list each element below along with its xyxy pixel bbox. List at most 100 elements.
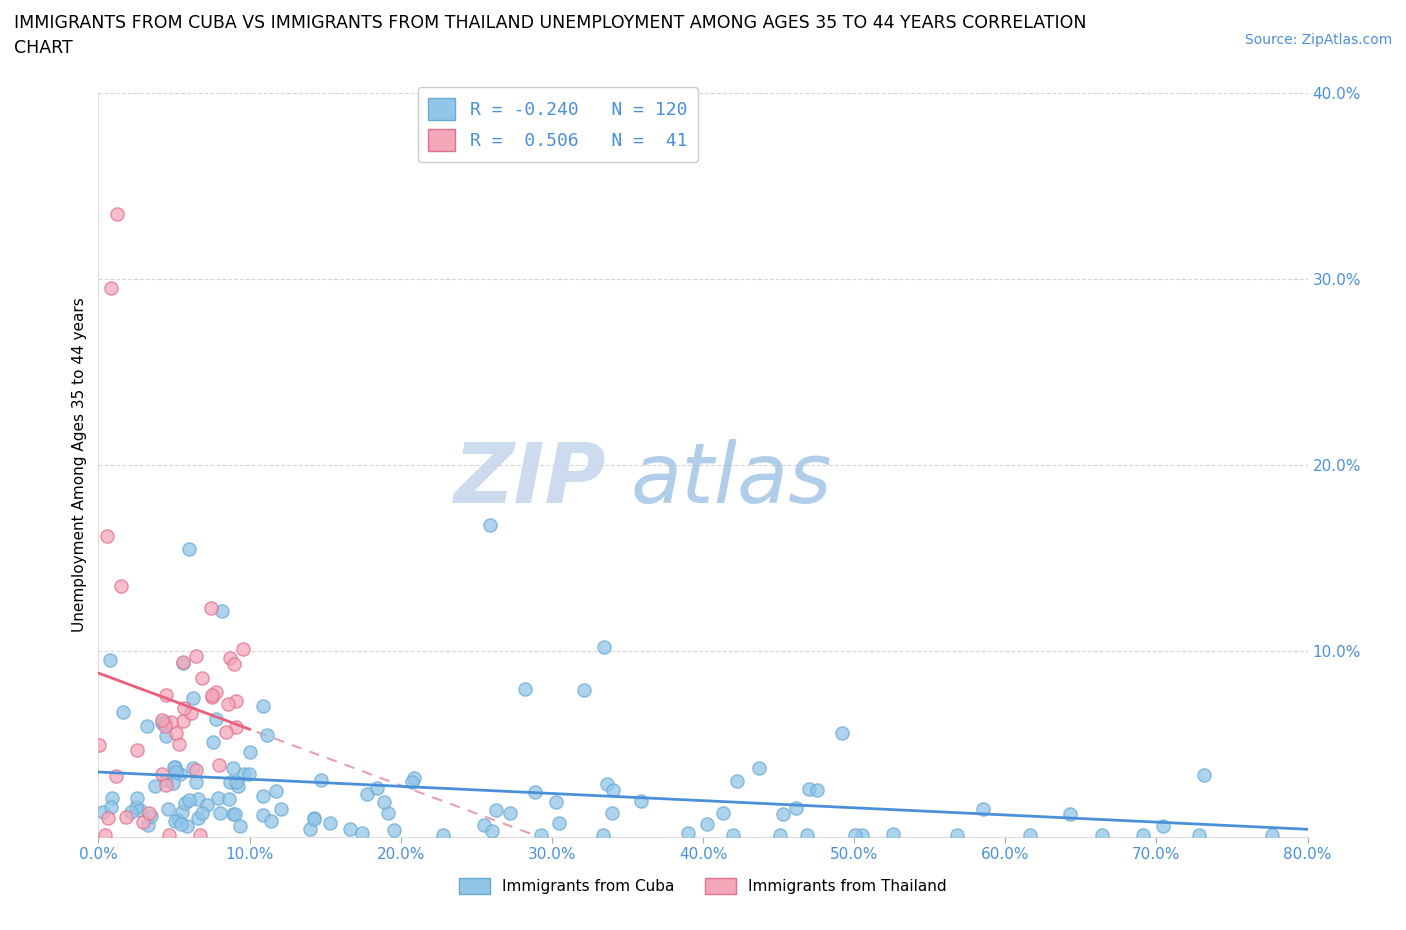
Point xyxy=(696,817,718,831)
Point xyxy=(219,651,242,666)
Point xyxy=(217,697,239,711)
Point xyxy=(187,791,209,806)
Point xyxy=(101,791,124,806)
Point xyxy=(524,784,547,799)
Point xyxy=(401,775,423,790)
Point xyxy=(179,541,201,556)
Point xyxy=(104,768,127,783)
Point xyxy=(630,793,652,808)
Point xyxy=(481,824,503,839)
Point xyxy=(252,789,274,804)
Point xyxy=(124,799,146,814)
Point xyxy=(366,780,388,795)
Point xyxy=(485,803,508,817)
Point xyxy=(91,804,114,819)
Point xyxy=(100,653,122,668)
Point xyxy=(226,778,249,793)
Y-axis label: Unemployment Among Ages 35 to 44 years: Unemployment Among Ages 35 to 44 years xyxy=(72,298,87,632)
Point xyxy=(155,773,177,788)
Point xyxy=(515,681,537,696)
Point xyxy=(163,760,186,775)
Point xyxy=(252,807,274,822)
Point xyxy=(97,811,120,826)
Point xyxy=(225,775,247,790)
Point xyxy=(1188,828,1211,843)
Point xyxy=(200,600,222,615)
Point xyxy=(136,718,159,733)
Point xyxy=(138,817,160,832)
Point xyxy=(167,812,190,827)
Point xyxy=(93,828,115,843)
Point xyxy=(472,817,495,832)
Point xyxy=(946,828,969,843)
Point xyxy=(404,771,426,786)
Point xyxy=(155,729,177,744)
Point xyxy=(844,828,866,843)
Point xyxy=(184,775,207,790)
Point xyxy=(176,818,198,833)
Point xyxy=(772,807,794,822)
Point xyxy=(172,656,194,671)
Point xyxy=(352,825,374,840)
Point xyxy=(170,804,193,819)
Point xyxy=(319,816,342,830)
Point xyxy=(1090,828,1112,843)
Point xyxy=(87,737,110,752)
Point xyxy=(356,786,378,801)
Point xyxy=(211,604,233,618)
Point xyxy=(769,828,792,843)
Point xyxy=(229,818,252,833)
Point xyxy=(1019,828,1042,843)
Point xyxy=(150,712,173,727)
Point xyxy=(232,642,254,657)
Point xyxy=(153,715,176,730)
Point xyxy=(218,775,240,790)
Point xyxy=(256,727,278,742)
Point xyxy=(201,687,224,702)
Point xyxy=(184,648,207,663)
Point xyxy=(207,790,229,805)
Point xyxy=(156,802,179,817)
Point xyxy=(96,528,118,543)
Point xyxy=(600,806,623,821)
Point xyxy=(174,796,197,811)
Text: Source: ZipAtlas.com: Source: ZipAtlas.com xyxy=(1244,33,1392,46)
Point xyxy=(721,828,744,843)
Point xyxy=(499,805,522,820)
Point xyxy=(183,690,205,705)
Point xyxy=(205,711,228,726)
Point xyxy=(177,792,200,807)
Point xyxy=(785,800,807,815)
Point xyxy=(139,809,162,824)
Point xyxy=(339,822,361,837)
Point xyxy=(796,828,818,843)
Point xyxy=(152,715,174,730)
Point xyxy=(187,810,209,825)
Point xyxy=(105,206,128,221)
Point xyxy=(260,814,283,829)
Point xyxy=(225,693,247,708)
Point xyxy=(797,782,820,797)
Point xyxy=(1152,818,1174,833)
Point xyxy=(208,805,231,820)
Point xyxy=(115,809,138,824)
Point xyxy=(309,772,332,787)
Point xyxy=(602,783,624,798)
Point xyxy=(222,806,245,821)
Point xyxy=(676,825,699,840)
Point xyxy=(382,822,405,837)
Point xyxy=(153,719,176,734)
Point xyxy=(169,766,191,781)
Point xyxy=(165,725,187,740)
Point xyxy=(432,827,454,842)
Text: atlas: atlas xyxy=(630,439,832,521)
Point xyxy=(596,777,619,791)
Point xyxy=(713,806,735,821)
Point xyxy=(238,766,260,781)
Point xyxy=(377,806,399,821)
Point xyxy=(163,813,186,828)
Point xyxy=(195,797,218,812)
Text: ZIP: ZIP xyxy=(454,439,606,521)
Point xyxy=(302,810,325,825)
Point xyxy=(186,763,208,777)
